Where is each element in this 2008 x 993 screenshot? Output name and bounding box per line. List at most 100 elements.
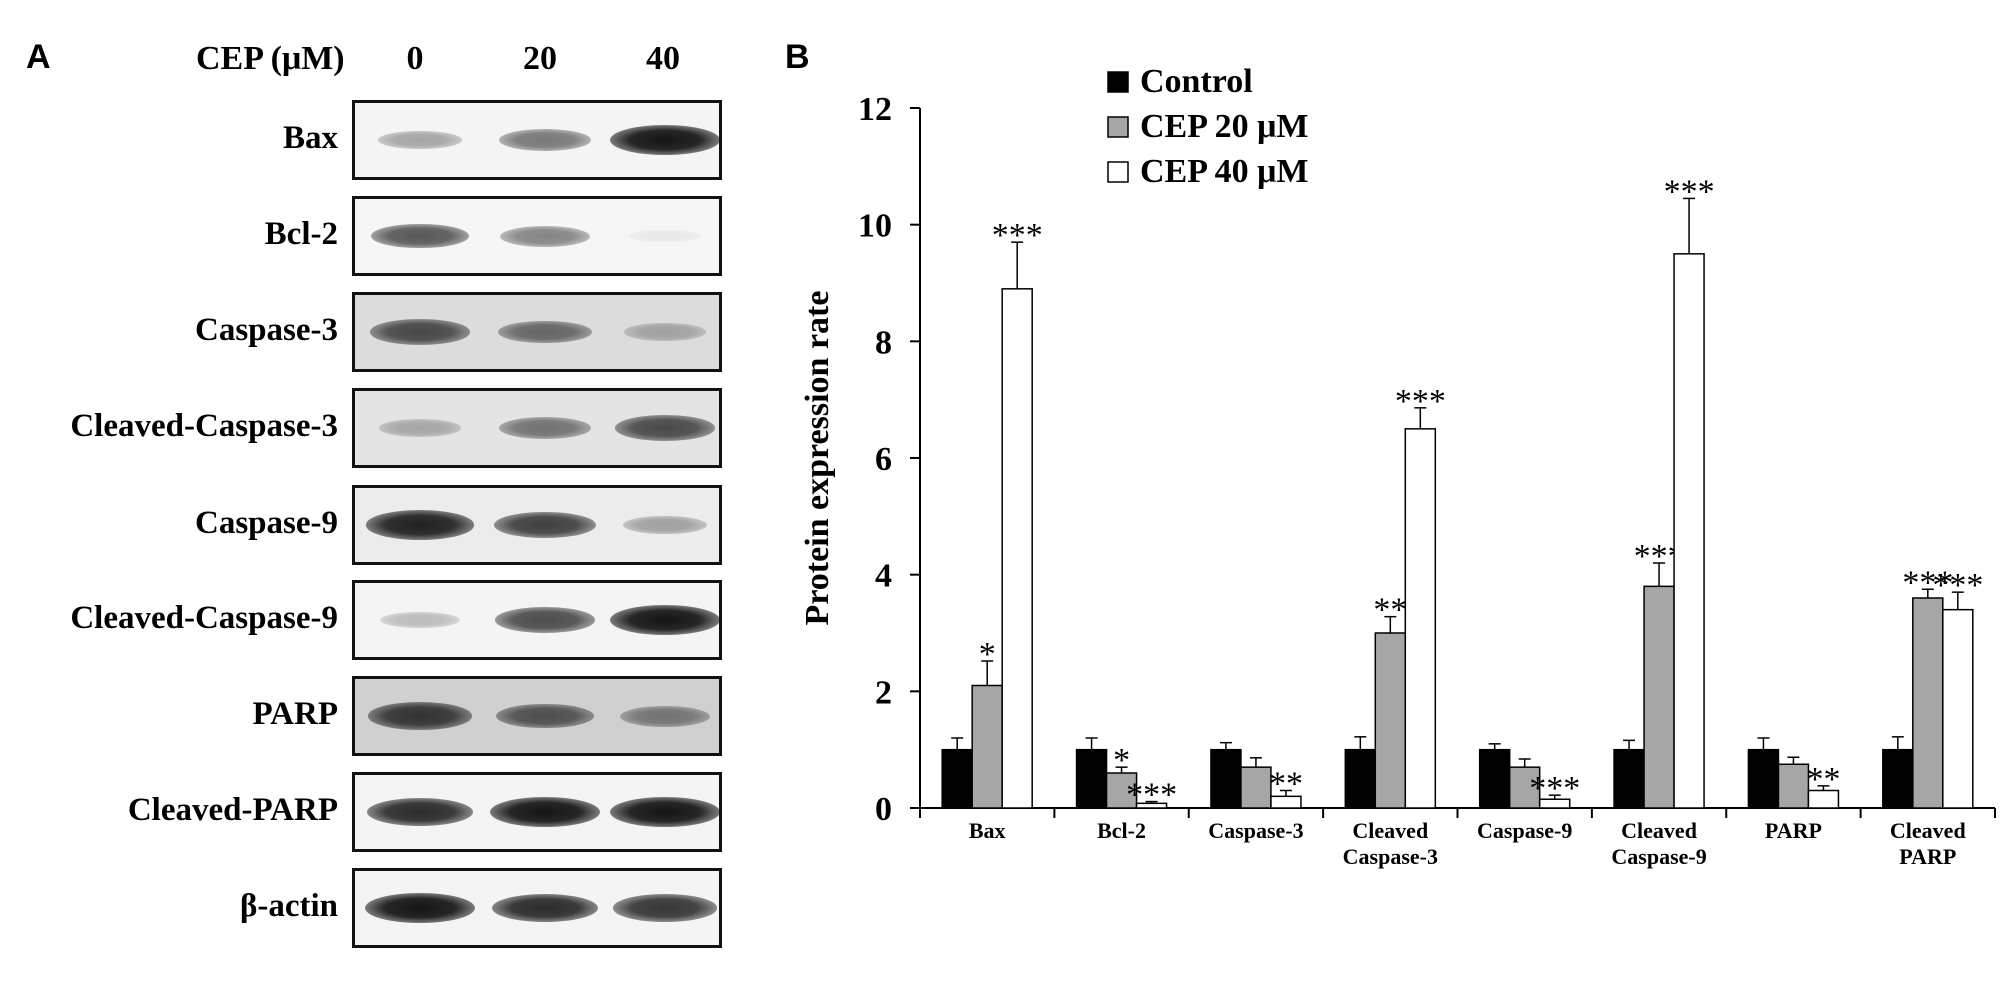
blot-band: [367, 797, 473, 827]
significance-marker: **: [1269, 766, 1303, 803]
blot-band: [610, 125, 719, 155]
cep-concentration-header: CEP (μM): [196, 40, 345, 77]
blot-band: [368, 702, 472, 730]
panel-a-letter: A: [26, 38, 51, 76]
blot-image: [352, 292, 722, 372]
blot-image: [352, 580, 722, 660]
significance-marker: ***: [1529, 770, 1580, 807]
lane-label-20: 20: [523, 40, 557, 77]
blot-label: Caspase-9: [194, 505, 338, 541]
blot-band: [629, 229, 701, 243]
significance-marker: ***: [1932, 567, 1983, 604]
y-tick-label: 6: [875, 441, 892, 478]
x-category-label: Bax: [969, 818, 1006, 843]
x-category-label: Caspase-9: [1611, 844, 1706, 869]
blot-label: Bcl-2: [264, 216, 338, 252]
x-category-label: Bcl-2: [1097, 818, 1146, 843]
bar: [1404, 428, 1437, 809]
blot-image: [352, 196, 722, 276]
blot-band: [610, 605, 719, 635]
legend-label: Control: [1140, 63, 1253, 100]
blot-band: [365, 893, 475, 923]
blot-band: [378, 130, 462, 150]
blot-image: [352, 485, 722, 565]
blot-band: [379, 419, 461, 437]
y-tick-label: 2: [875, 674, 892, 711]
blot-band: [498, 320, 592, 344]
x-category-label: Cleaved: [1621, 818, 1697, 843]
lane-label-40: 40: [646, 40, 680, 77]
bar: [1001, 288, 1033, 809]
blot-band: [371, 223, 469, 249]
x-category-label: Caspase-9: [1477, 818, 1572, 843]
blot-band: [492, 893, 598, 923]
blot-band: [380, 611, 460, 629]
blot-band: [494, 511, 596, 539]
significance-marker: ***: [992, 217, 1043, 254]
lane-label-0: 0: [406, 40, 424, 77]
significance-marker: *: [1113, 742, 1130, 779]
x-category-label: PARP: [1765, 818, 1822, 843]
blot-band: [620, 705, 710, 727]
y-tick-label: 12: [858, 91, 892, 128]
significance-marker: *: [979, 636, 996, 673]
bar: [1882, 748, 1914, 809]
panel-b-letter: B: [785, 38, 810, 76]
blot-label: Cleaved-Caspase-9: [70, 600, 338, 636]
x-category-label: Cleaved: [1890, 818, 1966, 843]
significance-marker: **: [1806, 761, 1840, 798]
blot-image: [352, 388, 722, 468]
bar: [1643, 585, 1675, 809]
blot-label: PARP: [252, 696, 338, 732]
y-axis-label: Protein expression rate: [799, 291, 836, 626]
y-tick-label: 8: [875, 324, 892, 361]
blot-band: [495, 607, 595, 633]
legend-swatch: [1107, 116, 1129, 138]
bar: [1210, 748, 1242, 809]
significance-marker: **: [1373, 592, 1407, 629]
x-category-label: Caspase-3: [1208, 818, 1303, 843]
legend-label: CEP 20 μM: [1140, 108, 1309, 145]
blot-band: [615, 415, 715, 441]
blot-label: Caspase-3: [194, 312, 338, 348]
significance-marker: ***: [1664, 173, 1715, 210]
bar: [1942, 608, 1974, 809]
blot-label: β-actin: [239, 888, 338, 924]
y-tick-label: 4: [875, 558, 892, 595]
bar: [1240, 766, 1272, 809]
legend-swatch: [1107, 161, 1129, 183]
bar: [1478, 748, 1511, 809]
blot-image: [352, 868, 722, 948]
blot-band: [623, 515, 707, 535]
significance-marker: ***: [1395, 383, 1446, 420]
blot-band: [499, 417, 591, 439]
blot-band: [610, 797, 719, 827]
bar: [1747, 748, 1780, 809]
x-category-label: PARP: [1899, 844, 1956, 869]
y-tick-label: 10: [858, 208, 892, 245]
blot-band: [490, 797, 600, 827]
blot-band: [499, 129, 591, 151]
bar: [1777, 763, 1810, 809]
blot-band: [500, 225, 590, 247]
blot-band: [496, 703, 594, 729]
blot-image: [352, 100, 722, 180]
bar: [1374, 632, 1407, 809]
bar: [941, 748, 973, 809]
bar: [971, 684, 1003, 809]
blot-label: Bax: [282, 120, 338, 156]
x-category-label: Cleaved: [1352, 818, 1428, 843]
significance-marker: ***: [1902, 564, 1953, 601]
bar: [1673, 253, 1705, 809]
bar: [1912, 597, 1944, 809]
blot-band: [370, 319, 470, 345]
blot-image: [352, 676, 722, 756]
significance-marker: ***: [1126, 777, 1177, 814]
blot-band: [624, 323, 706, 341]
blot-band: [366, 510, 474, 540]
legend-label: CEP 40 μM: [1140, 153, 1309, 190]
x-category-label: Caspase-3: [1343, 844, 1438, 869]
legend-swatch: [1107, 71, 1129, 93]
bar: [1613, 748, 1645, 809]
